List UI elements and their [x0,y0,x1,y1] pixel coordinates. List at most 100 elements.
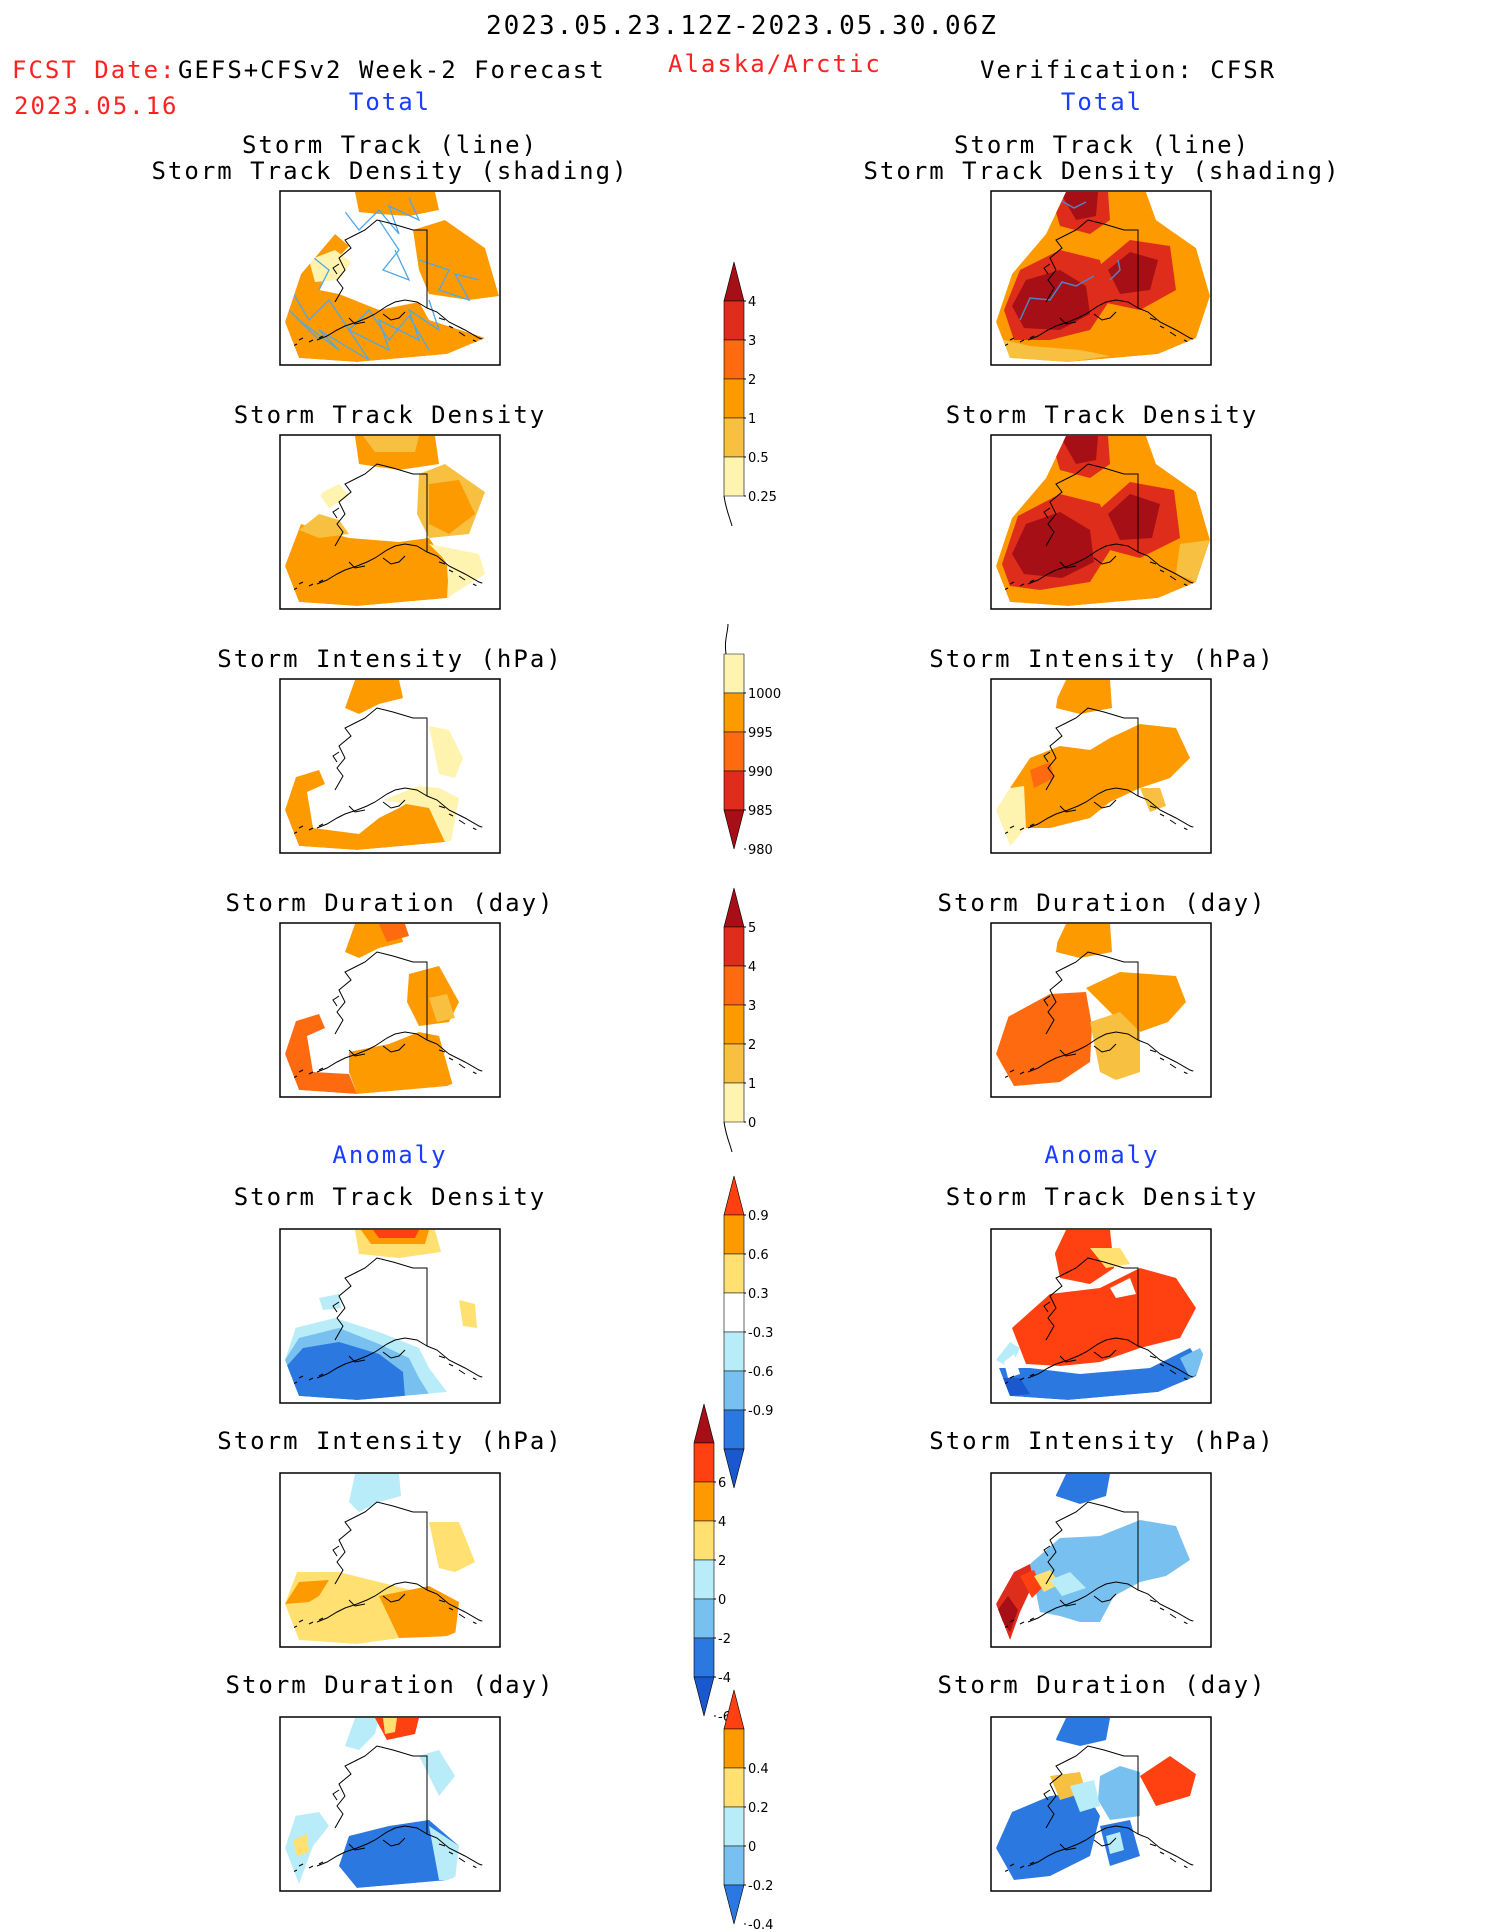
density-colorbar-tick: 3 [748,334,756,349]
right-density-map [990,434,1212,610]
intensity-colorbar-tick: 990 [748,765,773,780]
intensity-colorbar-tick: 985 [748,804,773,819]
intensity-colorbar-segment [723,692,745,733]
intensity-colorbar-segment [723,653,745,694]
duration-colorbar-tick: 4 [748,960,756,975]
duration-anomaly-colorbar-tick: -0.2 [748,1879,773,1894]
density-colorbar-tick: 4 [748,295,756,310]
left-track-map [279,190,501,366]
density-colorbar-segment [723,300,745,341]
density-colorbar-segment [723,378,745,419]
intensity-anomaly-colorbar-tick: -4 [718,1671,731,1686]
duration-colorbar-tick: 2 [748,1038,756,1053]
intensity-colorbar-segment [723,809,745,850]
right-intensity-map [990,678,1212,854]
duration-anomaly-colorbar-tick: -0.4 [748,1918,773,1932]
left-duration-title: Storm Duration (day) [225,889,555,917]
duration-anomaly-colorbar-segment [723,1689,745,1730]
intensity-anomaly-colorbar-segment [693,1637,715,1678]
right-duration-map [990,922,1212,1098]
density-anomaly-colorbar-segment [723,1175,745,1216]
density-anomaly-colorbar-tick: 0.3 [748,1287,769,1302]
density-colorbar-tick: 0.25 [748,490,777,505]
verification-label: Verification: CFSR [980,56,1277,84]
duration-colorbar-segment [723,965,745,1006]
right-density-title: Storm Track Density [945,401,1259,429]
right-anom-intensity-title: Storm Intensity (hPa) [929,1427,1275,1455]
intensity-colorbar-tick: 995 [748,726,773,741]
left-anom-duration-map [279,1716,501,1892]
intensity-colorbar-segment [723,731,745,772]
intensity-anomaly-colorbar-tick: 4 [718,1515,726,1530]
fcst-date-label: FCST Date: [12,56,177,84]
date-range-title: 2023.05.23.12Z-2023.05.30.06Z [486,11,998,41]
intensity-colorbar-tick: 980 [748,843,773,858]
duration-anomaly-colorbar-tick: 0 [748,1840,756,1855]
right-anom-duration-map [990,1716,1212,1892]
intensity-anomaly-colorbar-segment [693,1442,715,1483]
region-label: Alaska/Arctic [668,50,882,78]
right-anom-intensity-map [990,1472,1212,1648]
left-track-line-title: Storm Track (line) [241,131,539,159]
left-duration-map [279,922,501,1098]
left-total-label: Total [348,88,432,116]
left-anom-duration-title: Storm Duration (day) [225,1671,555,1699]
duration-anomaly-colorbar-segment [723,1884,745,1925]
density-anomaly-colorbar-tick: 0.9 [748,1209,769,1224]
right-track-density-shading-title: Storm Track Density (shading) [863,157,1341,185]
density-anomaly-colorbar-tick: -0.6 [748,1365,773,1380]
density-colorbar-segment [723,339,745,380]
duration-colorbar-segment [723,926,745,967]
density-anomaly-colorbar-tick: -0.9 [748,1404,773,1419]
density-colorbar-tick: 0.5 [748,451,769,466]
density-anomaly-colorbar-segment [723,1331,745,1372]
duration-anomaly-colorbar-segment [723,1728,745,1769]
duration-colorbar-segment [723,1043,745,1084]
intensity-anomaly-colorbar-segment [693,1676,715,1717]
intensity-colorbar-segment [723,770,745,811]
left-anom-intensity-map [279,1472,501,1648]
density-colorbar-tick: 1 [748,412,756,427]
right-duration-title: Storm Duration (day) [937,889,1267,917]
fcst-model-label: GEFS+CFSv2 Week-2 Forecast [178,56,606,84]
duration-anomaly-colorbar-segment [723,1767,745,1808]
intensity-anomaly-colorbar-tick: 2 [718,1554,726,1569]
density-colorbar-tick: 2 [748,373,756,388]
duration-colorbar-tick: 3 [748,999,756,1014]
density-colorbar-segment [723,261,745,302]
duration-anomaly-colorbar-tick: 0.2 [748,1801,769,1816]
density-colorbar-segment [723,417,745,458]
intensity-anomaly-colorbar-segment [693,1598,715,1639]
duration-colorbar-tick: 5 [748,921,756,936]
density-colorbar-segment [723,456,745,497]
right-track-map [990,190,1212,366]
duration-colorbar-segment [723,1082,745,1123]
fcst-date-value: 2023.05.16 [14,92,179,120]
left-anom-density-map [279,1228,501,1404]
intensity-colorbar-tick: 1000 [748,687,781,702]
left-density-title: Storm Track Density [233,401,547,429]
intensity-anomaly-colorbar-segment [693,1481,715,1522]
duration-colorbar-segment [723,1004,745,1045]
right-anom-density-map [990,1228,1212,1404]
left-anomaly-label: Anomaly [332,1141,448,1169]
left-density-map [279,434,501,610]
right-anomaly-label: Anomaly [1044,1141,1160,1169]
intensity-anomaly-colorbar-segment [693,1520,715,1561]
intensity-anomaly-colorbar-tick: 6 [718,1476,726,1491]
duration-anomaly-colorbar-segment [723,1845,745,1886]
right-track-line-title: Storm Track (line) [953,131,1251,159]
duration-anomaly-colorbar-tick: 0.4 [748,1762,769,1777]
left-intensity-title: Storm Intensity (hPa) [217,645,563,673]
duration-anomaly-colorbar-segment [723,1806,745,1847]
right-total-label: Total [1060,88,1144,116]
density-anomaly-colorbar-segment [723,1214,745,1255]
left-anom-density-title: Storm Track Density [233,1183,547,1211]
intensity-anomaly-colorbar-tick: -2 [718,1632,731,1647]
intensity-anomaly-colorbar-segment [693,1559,715,1600]
right-anom-duration-title: Storm Duration (day) [937,1671,1267,1699]
density-anomaly-colorbar-tick: -0.3 [748,1326,773,1341]
intensity-anomaly-colorbar-tick: 0 [718,1593,726,1608]
left-track-density-shading-title: Storm Track Density (shading) [151,157,629,185]
density-anomaly-colorbar-segment [723,1292,745,1333]
